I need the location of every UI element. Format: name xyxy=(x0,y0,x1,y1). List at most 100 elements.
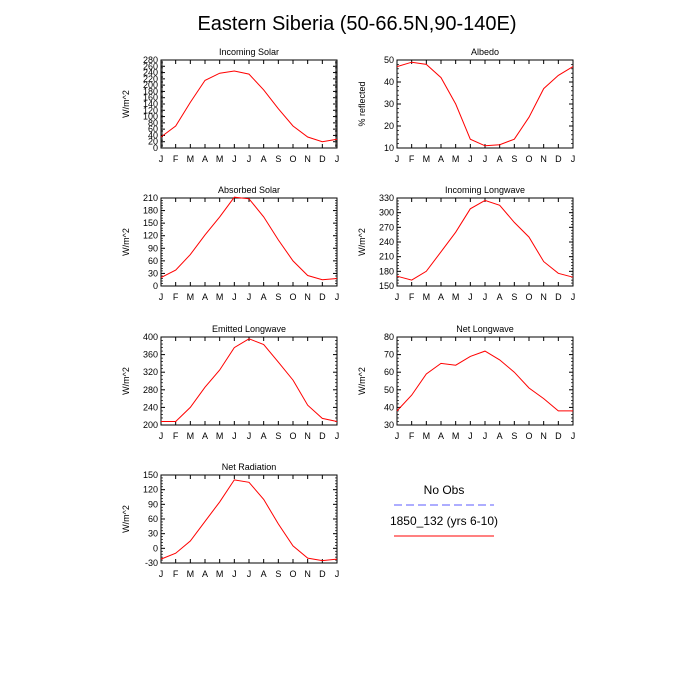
y-tick-label: 60 xyxy=(148,124,158,134)
x-tick-label: S xyxy=(275,569,281,579)
x-tick-label: J xyxy=(159,569,164,579)
x-tick-label: D xyxy=(555,154,562,164)
y-tick-label: 240 xyxy=(379,237,394,247)
y-tick-label: 280 xyxy=(143,385,158,395)
x-tick-label: F xyxy=(173,292,179,302)
y-tick-label: 160 xyxy=(143,93,158,103)
y-tick-label: 40 xyxy=(384,402,394,412)
y-tick-label: 0 xyxy=(153,281,158,291)
y-tick-label: 80 xyxy=(384,332,394,342)
y-tick-label: 320 xyxy=(143,367,158,377)
x-tick-label: O xyxy=(289,431,296,441)
y-tick-label: 80 xyxy=(148,118,158,128)
x-tick-label: J xyxy=(335,292,340,302)
y-axis-label: W/m^2 xyxy=(121,367,131,395)
x-tick-label: D xyxy=(319,569,326,579)
x-tick-label: J xyxy=(159,154,164,164)
y-tick-label: 10 xyxy=(384,143,394,153)
y-tick-label: 150 xyxy=(143,470,158,480)
series-line-incoming-solar xyxy=(160,70,338,143)
x-tick-label: M xyxy=(187,569,195,579)
y-tick-label: 90 xyxy=(148,243,158,253)
x-tick-label: M xyxy=(216,431,224,441)
y-tick-label: 60 xyxy=(384,367,394,377)
y-tick-label: 210 xyxy=(143,193,158,203)
x-tick-label: A xyxy=(202,292,208,302)
x-tick-label: J xyxy=(247,431,252,441)
panel-title: Incoming Solar xyxy=(219,47,279,57)
x-tick-label: J xyxy=(571,431,576,441)
x-tick-label: J xyxy=(232,569,237,579)
panel-title: Incoming Longwave xyxy=(445,185,525,195)
y-tick-label: 300 xyxy=(379,208,394,218)
y-tick-label: 50 xyxy=(384,55,394,65)
series-line-incoming-longwave xyxy=(396,199,574,281)
y-tick-label: 30 xyxy=(148,268,158,278)
series-line-net-longwave xyxy=(396,350,573,412)
x-tick-label: O xyxy=(289,154,296,164)
x-tick-label: A xyxy=(497,292,503,302)
y-tick-label: 150 xyxy=(379,281,394,291)
y-tick-label: 200 xyxy=(143,80,158,90)
x-tick-label: J xyxy=(571,154,576,164)
x-tick-label: M xyxy=(452,292,460,302)
x-tick-label: S xyxy=(511,431,517,441)
y-tick-label: -30 xyxy=(145,558,158,568)
x-tick-label: J xyxy=(247,154,252,164)
plot-frame xyxy=(160,59,338,149)
y-tick-label: 330 xyxy=(379,193,394,203)
x-tick-label: D xyxy=(555,431,562,441)
panel-incoming-longwave: Incoming Longwave W/m^2 150 180 210 240 270 300… xyxy=(357,185,575,302)
series-line-emitted-longwave xyxy=(161,338,338,422)
x-tick-label: J xyxy=(247,569,252,579)
x-tick-label: J xyxy=(335,431,340,441)
y-tick-label: 220 xyxy=(143,74,158,84)
x-tick-label: S xyxy=(511,292,517,302)
y-tick-label: 0 xyxy=(153,543,158,553)
y-tick-label: 100 xyxy=(143,112,158,122)
legend-label-no-obs: No Obs xyxy=(424,483,465,497)
x-tick-label: S xyxy=(275,431,281,441)
y-tick-label: 120 xyxy=(143,105,158,115)
x-tick-label: O xyxy=(525,154,532,164)
x-tick-label: J xyxy=(335,154,340,164)
series-line-absorbed-solar xyxy=(160,196,338,281)
plot-frame xyxy=(160,474,338,564)
y-tick-label: 90 xyxy=(148,499,158,509)
panel-incoming-solar: Incoming Solar W/m^2 020406080100120140160… xyxy=(121,47,339,164)
y-axis-label: W/m^2 xyxy=(121,505,131,533)
x-tick-label: A xyxy=(261,569,267,579)
x-tick-label: N xyxy=(540,292,547,302)
y-tick-label: 140 xyxy=(143,99,158,109)
y-tick-label: 240 xyxy=(143,68,158,78)
x-tick-label: J xyxy=(232,154,237,164)
x-tick-label: A xyxy=(438,292,444,302)
plot-frame xyxy=(396,59,574,149)
panel-title: Emitted Longwave xyxy=(212,324,286,334)
x-tick-label: J xyxy=(571,292,576,302)
x-tick-label: O xyxy=(525,431,532,441)
y-axis-label: W/m^2 xyxy=(357,228,367,256)
x-tick-label: J xyxy=(468,154,473,164)
y-tick-label: 180 xyxy=(143,86,158,96)
x-tick-label: F xyxy=(409,431,415,441)
x-tick-label: J xyxy=(232,292,237,302)
x-tick-label: M xyxy=(452,154,460,164)
x-tick-label: F xyxy=(409,292,415,302)
x-tick-label: N xyxy=(304,154,311,164)
x-tick-label: O xyxy=(289,292,296,302)
x-tick-label: F xyxy=(173,154,179,164)
y-axis-label: W/m^2 xyxy=(357,367,367,395)
y-tick-label: 120 xyxy=(143,231,158,241)
x-tick-label: A xyxy=(261,154,267,164)
x-tick-label: J xyxy=(335,569,340,579)
y-tick-label: 120 xyxy=(143,485,158,495)
x-tick-label: A xyxy=(438,154,444,164)
x-tick-label: M xyxy=(187,154,195,164)
y-tick-label: 180 xyxy=(379,266,394,276)
y-axis-label: W/m^2 xyxy=(121,90,131,118)
x-tick-label: J xyxy=(395,292,400,302)
